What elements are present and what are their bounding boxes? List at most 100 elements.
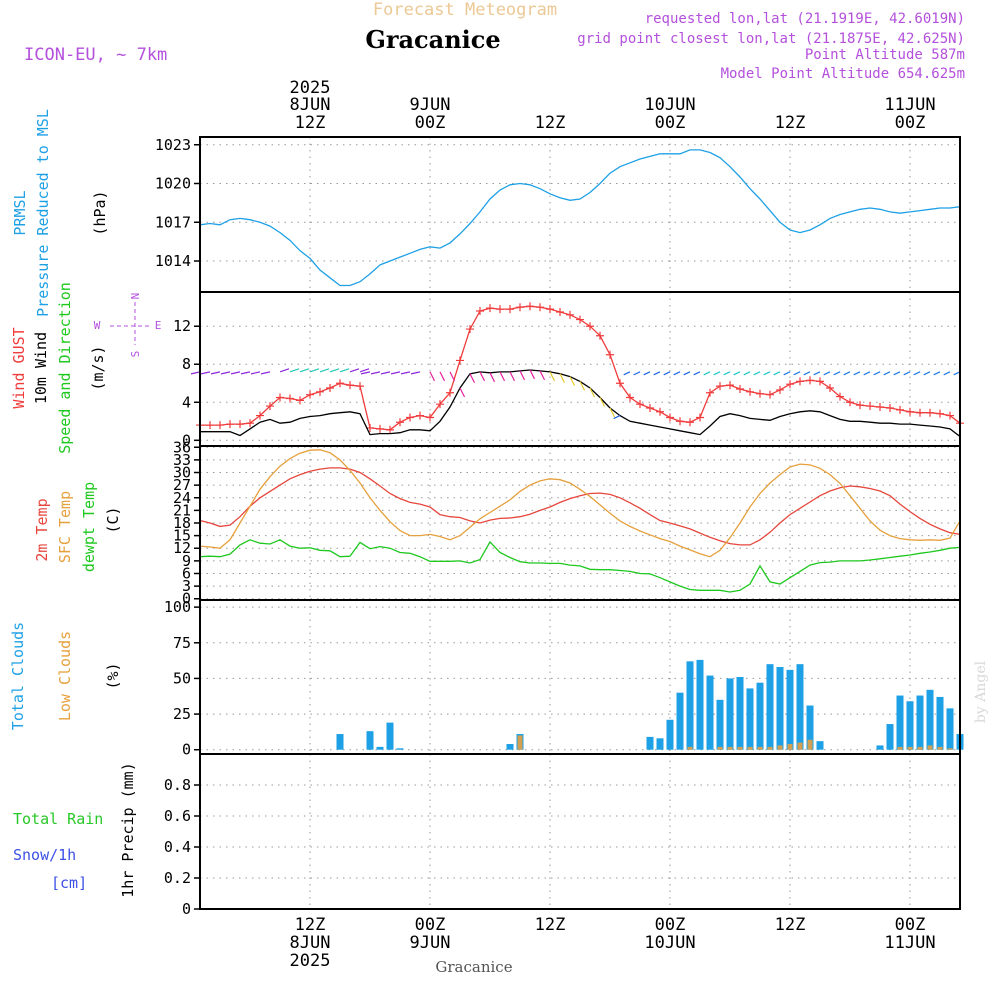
- total-cloud-bar: [796, 664, 804, 750]
- top-hour-label: 12Z: [775, 113, 806, 133]
- wind-direction-arrow: [439, 371, 446, 382]
- wind-direction-arrow: [559, 373, 566, 384]
- ytick-label: 3: [182, 577, 191, 595]
- top-date-label: 10JUN: [644, 95, 695, 115]
- gust-marker: [356, 382, 364, 391]
- wind-direction-arrow: [713, 371, 721, 376]
- total-cloud-bar: [906, 701, 914, 750]
- ytick-label: 36: [173, 438, 191, 456]
- ytick-label: 1020: [155, 175, 191, 193]
- wind-dir-label: Speed and Direction: [56, 282, 74, 454]
- wind-direction-arrow: [569, 376, 576, 386]
- cloud-unit: (%): [104, 662, 122, 689]
- wind-direction-arrow: [663, 371, 671, 376]
- total-cloud-bar: [376, 746, 384, 750]
- pressure-label-1: PRMSL: [11, 190, 29, 235]
- ytick-label: 1017: [155, 213, 191, 231]
- wind-direction-arrow: [743, 371, 751, 376]
- total-cloud-bar: [886, 724, 894, 750]
- bottom-hour-label: 00Z: [655, 915, 686, 935]
- ytick-label: 4: [182, 393, 191, 411]
- gust-marker: [796, 377, 804, 386]
- wind-direction-arrow: [359, 368, 370, 373]
- low-cloud-bar: [907, 746, 913, 750]
- tsfc-label: SFC Temp: [56, 491, 74, 563]
- total-cloud-label: Total Clouds: [9, 622, 27, 730]
- gust-marker: [546, 305, 554, 314]
- ytick-label: 0: [182, 590, 191, 608]
- total-cloud-bar: [876, 745, 884, 750]
- gust-marker: [256, 411, 264, 420]
- ytick-label: 25: [173, 705, 191, 723]
- wind-direction-arrow: [210, 371, 221, 375]
- total-cloud-bar: [386, 722, 394, 750]
- wind-gust-label: Wind GUST: [10, 327, 28, 408]
- wind-direction-arrow: [693, 371, 701, 376]
- wind-direction-arrow: [360, 371, 371, 375]
- gust-marker: [226, 420, 234, 429]
- wind-direction-arrow: [803, 371, 811, 376]
- panels: 1014101710201023048120369121518212427303…: [155, 136, 964, 918]
- low-cloud-bar: [897, 746, 903, 750]
- compass-south: S: [129, 351, 142, 358]
- gust-marker: [696, 413, 704, 422]
- total-cloud-bar: [666, 719, 674, 750]
- gust-marker: [946, 411, 954, 420]
- gust-marker: [436, 400, 444, 409]
- wind-direction-arrow: [793, 371, 801, 376]
- ytick-label: 1023: [155, 136, 191, 154]
- wind-direction-arrow: [469, 373, 476, 384]
- wind-direction-arrow: [509, 371, 516, 382]
- low-cloud-bar: [927, 745, 933, 750]
- gust-marker: [216, 421, 224, 430]
- gust-marker: [806, 376, 814, 385]
- super-title: Forecast Meteogram: [373, 0, 557, 20]
- pressure-unit: (hPa): [91, 190, 109, 235]
- gust-marker: [926, 408, 934, 417]
- wind-direction-arrow: [250, 371, 261, 375]
- wind-direction-arrow: [643, 371, 651, 376]
- gust-marker: [286, 394, 294, 403]
- gust-marker: [746, 387, 754, 396]
- gust-marker: [886, 403, 894, 412]
- gust-marker: [876, 403, 884, 412]
- wind-direction-arrow: [309, 368, 320, 373]
- ytick-label: 0.2: [164, 869, 191, 887]
- ytick-label: 0: [182, 431, 191, 449]
- total-cloud-bar: [686, 661, 694, 750]
- compass-rose: N S W E: [94, 293, 162, 358]
- wind-direction-arrow: [933, 371, 941, 376]
- low-cloud-bar: [807, 739, 813, 750]
- wind-direction-arrow: [549, 371, 556, 382]
- bottom-hour-label: 00Z: [415, 915, 446, 935]
- wind-direction-arrow: [579, 381, 586, 391]
- total-cloud-bar: [506, 744, 514, 750]
- 10m-wind-line: [200, 369, 961, 438]
- total-cloud-bar: [746, 688, 754, 750]
- cloud-labels: Total Clouds Low Clouds (%): [9, 622, 122, 730]
- snow-unit-label: [cm]: [51, 874, 87, 892]
- wind-direction-arrow: [633, 371, 641, 376]
- gust-marker: [276, 393, 284, 402]
- wind-direction-arrow: [390, 371, 401, 375]
- wind-direction-arrow: [410, 371, 421, 375]
- gust-marker: [406, 413, 414, 422]
- total-cloud-bar: [756, 682, 764, 750]
- gust-marker: [776, 385, 784, 394]
- top-hour-label: 00Z: [415, 113, 446, 133]
- wind-direction-arrow: [893, 371, 901, 376]
- wind-direction-arrow: [329, 368, 340, 373]
- wind-direction-arrow: [903, 371, 911, 376]
- wind-direction-arrow: [279, 368, 290, 373]
- ytick-label: 21: [173, 501, 191, 519]
- wind-direction-arrow: [943, 371, 951, 376]
- pressure-label-2: Pressure Reduced to MSL: [34, 109, 52, 317]
- gust-marker: [656, 407, 664, 416]
- panel-frame: [199, 445, 961, 601]
- gust-marker: [326, 384, 334, 393]
- gust-marker: [526, 302, 534, 311]
- total-cloud-bar: [926, 689, 934, 750]
- bottom-hour-label: 00Z: [895, 915, 926, 935]
- wind-direction-arrow: [200, 371, 211, 375]
- bottom-hour-label: 12Z: [295, 915, 326, 935]
